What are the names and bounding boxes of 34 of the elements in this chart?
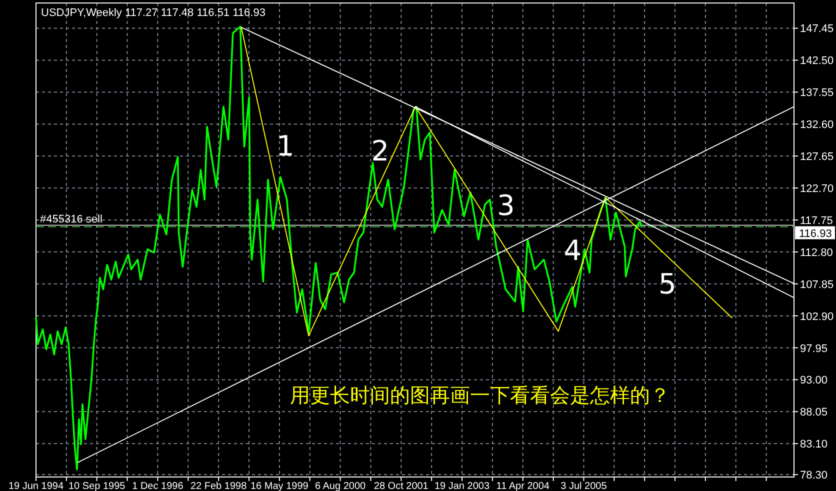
y-tick-label: 117.75 (800, 214, 833, 227)
y-tick-label: 102.90 (800, 310, 834, 323)
annotation: 1 (276, 129, 294, 162)
y-tick-label: 97.95 (800, 342, 828, 355)
annotation: 4 (564, 234, 582, 268)
x-tick-label: 19 Jun 1994 (8, 481, 64, 491)
chart-title: USDJPY,Weekly 117.27 117.48 116.51 116.93 (41, 7, 266, 19)
x-tick-label: 1 Dec 1996 (132, 481, 184, 491)
y-tick-label: 132.60 (800, 119, 834, 132)
y-tick-label: 142.50 (800, 55, 834, 68)
x-tick-label: 3 Jul 2005 (560, 481, 608, 491)
y-tick-label: 83.10 (800, 438, 828, 451)
x-tick-label: 19 Jan 2003 (434, 481, 490, 491)
y-tick-label: 112.80 (800, 246, 833, 259)
annotation: 3 (497, 189, 515, 222)
annotation: 2 (371, 134, 390, 168)
y-tick-label: 137.55 (800, 87, 834, 100)
x-tick-label: 10 Sep 1995 (68, 481, 126, 491)
y-tick-label: 107.85 (800, 278, 834, 291)
y-tick-label: 78.30 (800, 470, 828, 482)
ref-line-label: 116.93 (799, 228, 832, 240)
x-tick-label: 11 Apr 2004 (496, 481, 550, 491)
annotation: 5 (658, 267, 676, 300)
x-tick-label: 16 May 1999 (250, 481, 309, 491)
y-tick-label: 147.45 (800, 23, 834, 36)
y-tick-label: 93.00 (800, 374, 828, 387)
y-tick-label: 88.05 (800, 406, 828, 419)
ref-line-label: #455316 sell (40, 214, 102, 226)
y-tick-label: 122.70 (800, 183, 834, 196)
y-tick-label: 127.65 (800, 151, 834, 164)
x-tick-label: 28 Oct 2001 (374, 481, 429, 491)
x-tick-label: 6 Aug 2000 (314, 481, 366, 491)
annotation: 用更长时间的图再画一下看看会是怎样的？ (290, 383, 670, 407)
x-tick-label: 22 Feb 1998 (190, 481, 248, 491)
